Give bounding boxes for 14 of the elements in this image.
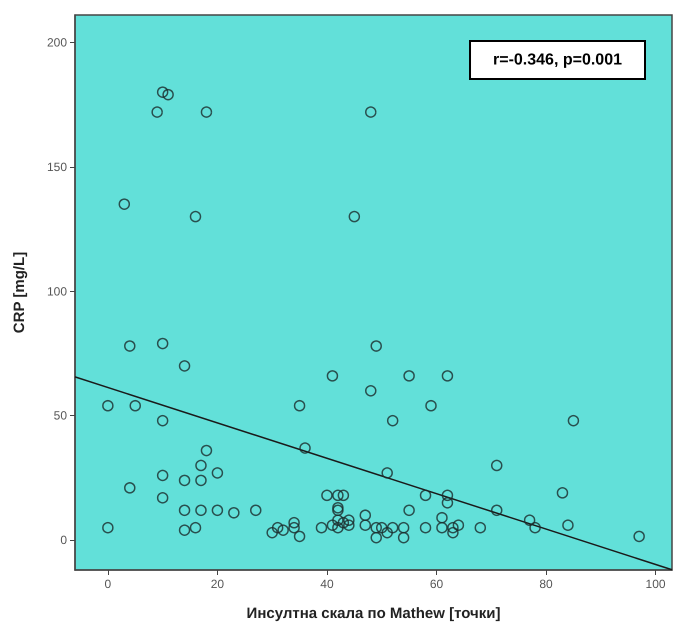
y-tick-label: 150	[46, 160, 68, 174]
x-tick-label: 20	[210, 577, 224, 591]
y-tick-label: 100	[46, 284, 68, 298]
y-tick-label: 50	[54, 408, 68, 423]
annotation: r=-0.346, p=0.001	[493, 52, 622, 68]
x-tick-label: 40	[320, 577, 334, 591]
x-tick-label: 100	[646, 577, 666, 591]
y-tick-label: 0	[60, 533, 68, 548]
x-tick-label: 60	[430, 577, 444, 591]
x-tick-label: 0	[104, 577, 112, 591]
x-tick-label: 80	[539, 577, 554, 591]
x-axis-title: Инсултна скала по Mathew [точки]	[246, 605, 500, 622]
y-axis-title: CRP [mg/L]	[11, 252, 28, 334]
y-tick-label: 200	[46, 35, 68, 50]
